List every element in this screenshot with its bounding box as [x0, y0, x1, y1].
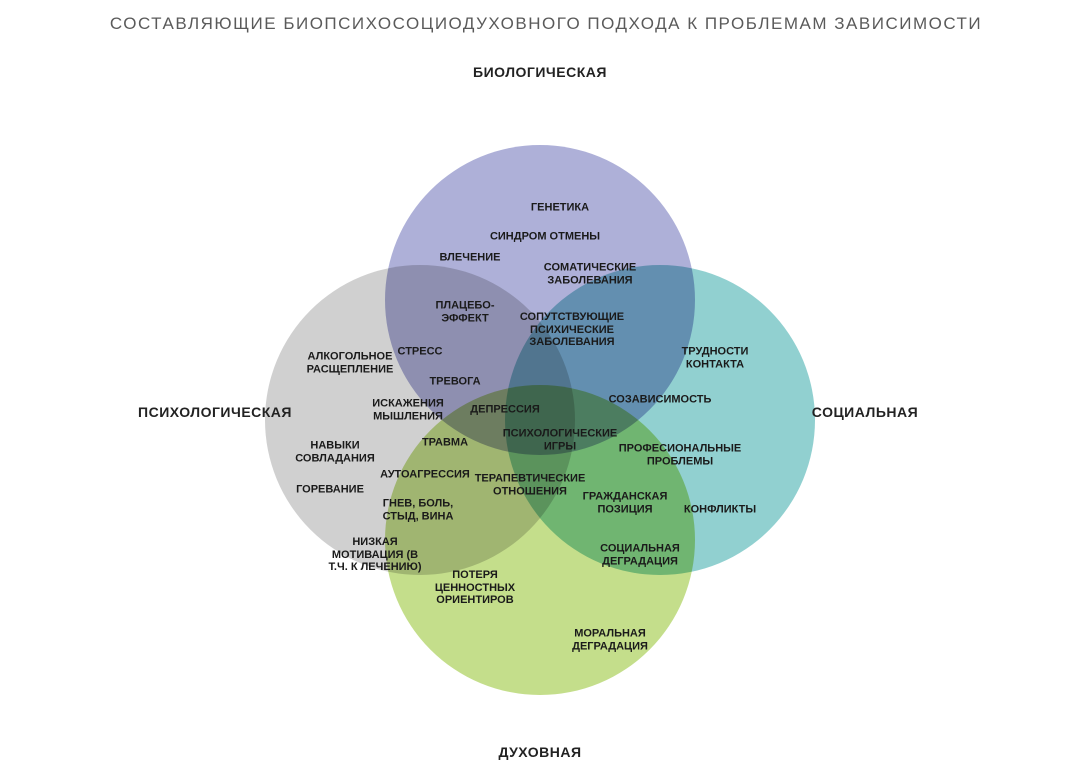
term: СОЦИАЛЬНАЯ ДЕГРАДАЦИЯ [600, 542, 680, 567]
term: ТРУДНОСТИ КОНТАКТА [682, 345, 749, 370]
term: ПСИХОЛОГИЧЕСКИЕ ИГРЫ [503, 427, 617, 452]
term: ПОТЕРЯ ЦЕННОСТНЫХ ОРИЕНТИРОВ [435, 569, 515, 607]
term: АЛКОГОЛЬНОЕ РАСЩЕПЛЕНИЕ [307, 350, 394, 375]
term: ПРОФЕСИОНАЛЬНЫЕ ПРОБЛЕМЫ [619, 442, 741, 467]
term: НАВЫКИ СОВЛАДАНИЯ [295, 439, 375, 464]
term: ГОРЕВАНИЕ [296, 484, 364, 497]
term: СИНДРОМ ОТМЕНЫ [490, 231, 600, 244]
term: МОРАЛЬНАЯ ДЕГРАДАЦИЯ [572, 627, 648, 652]
term: ТЕРАПЕВТИЧЕСКИЕ ОТНОШЕНИЯ [475, 472, 586, 497]
term: ДЕПРЕССИЯ [470, 404, 539, 417]
ring-label-psych: ПСИХОЛОГИЧЕСКАЯ [138, 404, 292, 420]
ring-label-spirit: ДУХОВНАЯ [498, 744, 581, 760]
venn-diagram: БИОЛОГИЧЕСКАЯ ПСИХОЛОГИЧЕСКАЯ СОЦИАЛЬНАЯ ДУ… [0, 0, 1092, 781]
term: АУТОАГРЕССИЯ [380, 469, 470, 482]
term: ГНЕВ, БОЛЬ, СТЫД, ВИНА [383, 497, 454, 522]
term: НИЗКАЯ МОТИВАЦИЯ (В Т.Ч. К ЛЕЧЕНИЮ) [328, 536, 421, 574]
term: ГРАЖДАНСКАЯ ПОЗИЦИЯ [583, 490, 668, 515]
ring-label-bio: БИОЛОГИЧЕСКАЯ [473, 64, 607, 80]
term: КОНФЛИКТЫ [684, 504, 756, 517]
term: СОПУТСТВУЮЩИЕ ПСИХИЧЕСКИЕ ЗАБОЛЕВАНИЯ [520, 311, 624, 349]
term: СТРЕСС [398, 346, 443, 359]
term: СОЗАВИСИМОСТЬ [609, 394, 712, 407]
term: ИСКАЖЕНИЯ МЫШЛЕНИЯ [372, 397, 444, 422]
term: ТРЕВОГА [429, 376, 480, 389]
term: ГЕНЕТИКА [531, 202, 589, 215]
term: ВЛЕЧЕНИЕ [440, 252, 501, 265]
term: ПЛАЦЕБО- ЭФФЕКТ [435, 299, 494, 324]
term: СОМАТИЧЕСКИЕ ЗАБОЛЕВАНИЯ [544, 261, 636, 286]
ring-label-social: СОЦИАЛЬНАЯ [812, 404, 918, 420]
term: ТРАВМА [422, 437, 468, 450]
